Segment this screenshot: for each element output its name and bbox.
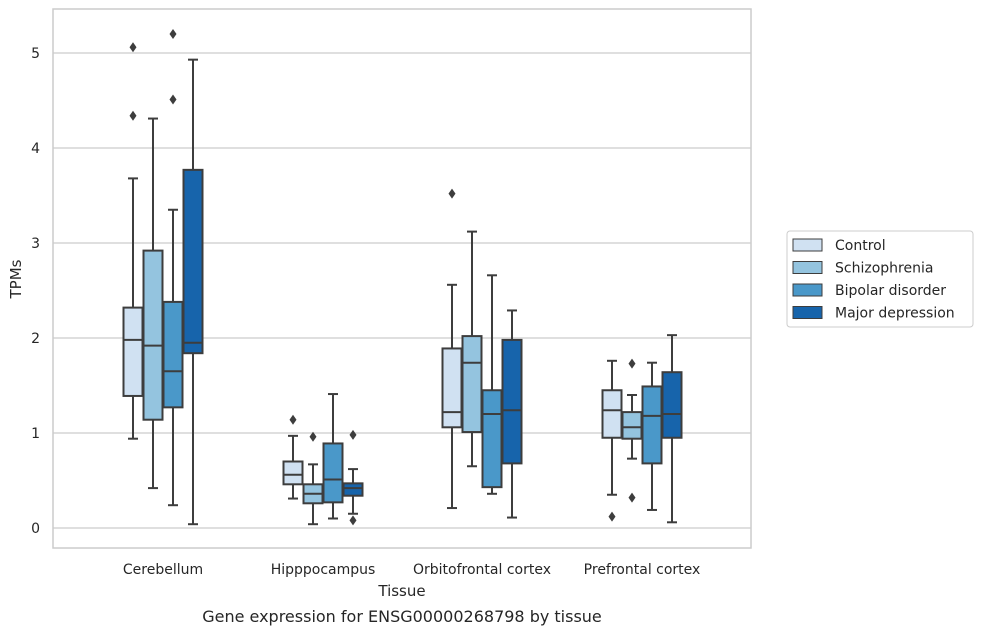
legend-entry: Control	[835, 238, 886, 254]
outlier-point	[309, 431, 317, 442]
x-tick-label: Hipppocampus	[271, 562, 376, 578]
box-1-2	[322, 393, 344, 520]
box-iqr	[282, 460, 304, 486]
outlier-point	[628, 492, 636, 503]
boxes-layer	[122, 29, 683, 526]
box-2-1	[461, 230, 483, 468]
y-tick-label: 3	[31, 236, 40, 252]
legend-frame	[786, 230, 974, 328]
box-0-2	[162, 29, 184, 507]
x-axis-label: Tissue	[377, 582, 425, 600]
box-iqr	[322, 442, 344, 504]
outlier-point	[129, 110, 137, 121]
y-tick-label: 5	[31, 46, 40, 62]
legend-entry: Major depression	[835, 306, 955, 322]
box-iqr	[621, 411, 643, 440]
box-iqr	[162, 300, 184, 409]
box-3-3	[661, 334, 683, 524]
box-0-3	[182, 58, 204, 526]
outlier-point	[169, 94, 177, 105]
box-iqr	[641, 385, 663, 465]
legend: Control Schizophrenia Bipolar disorder Majo…	[786, 230, 974, 328]
box-iqr	[661, 371, 683, 439]
y-tick-label: 0	[31, 521, 40, 537]
legend-swatch	[792, 283, 823, 297]
outlier-point	[289, 414, 297, 425]
outlier-point	[349, 515, 357, 526]
outlier-point	[129, 42, 137, 53]
box-iqr	[342, 482, 364, 497]
box-2-0	[441, 188, 463, 510]
outlier-point	[628, 358, 636, 369]
box-iqr	[461, 335, 483, 434]
x-tick-labels: Cerebellum Hipppocampus Orbitofrontal cort…	[123, 562, 700, 578]
box-iqr	[481, 389, 503, 489]
box-iqr	[441, 347, 463, 429]
y-tick-label: 1	[31, 426, 40, 442]
y-tick-labels: 0 1 2 3 4 5	[31, 46, 40, 537]
legend-swatch	[792, 238, 823, 252]
box-2-3	[501, 309, 523, 519]
legend-entry: Bipolar disorder	[835, 283, 946, 299]
box-iqr	[501, 338, 523, 465]
y-tick-label: 2	[31, 331, 40, 347]
y-axis-label: TPMs	[7, 259, 25, 299]
box-3-0	[601, 359, 623, 522]
y-tick-label: 4	[31, 141, 40, 157]
box-1-3	[342, 429, 364, 526]
outlier-point	[169, 29, 177, 39]
outlier-point	[349, 429, 357, 440]
x-tick-label: Orbitofrontal cortex	[413, 562, 551, 578]
box-3-2	[641, 361, 663, 511]
legend-swatch	[792, 306, 823, 319]
legend-entry: Schizophrenia	[835, 261, 933, 277]
x-tick-label: Cerebellum	[123, 562, 203, 578]
box-iqr	[142, 249, 164, 421]
x-tick-label: Prefrontal cortex	[584, 562, 701, 578]
outlier-point	[448, 188, 456, 199]
box-iqr	[122, 306, 144, 397]
outlier-point	[608, 511, 616, 522]
legend-swatch	[792, 261, 823, 274]
box-iqr	[182, 168, 204, 355]
box-1-0	[282, 414, 304, 500]
chart-caption: Gene expression for ENSG00000268798 by t…	[202, 607, 602, 626]
box-iqr	[601, 389, 623, 439]
